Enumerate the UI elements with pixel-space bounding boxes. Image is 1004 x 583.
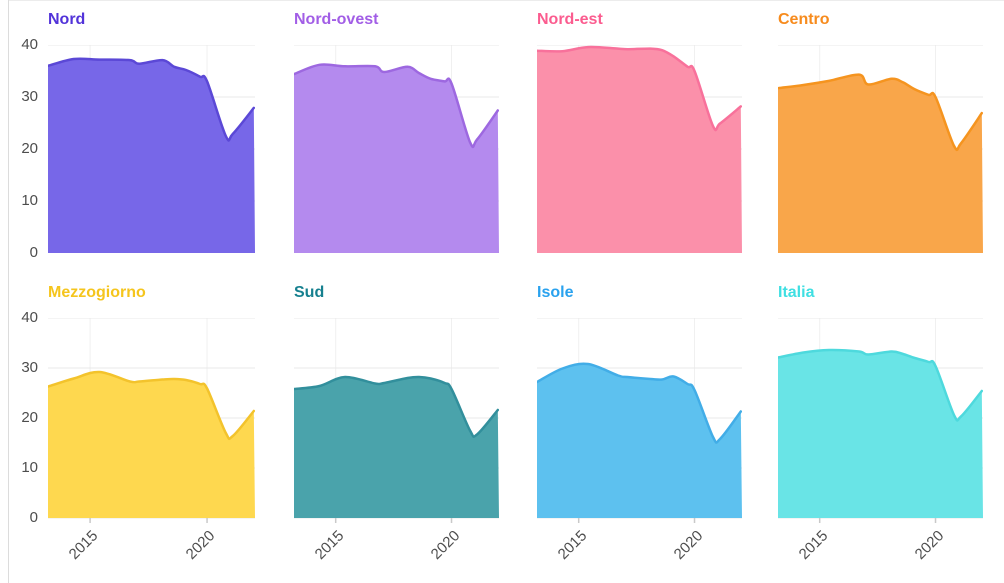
area-chart-nord bbox=[48, 45, 255, 253]
area-chart-centro bbox=[778, 45, 983, 253]
area-fill bbox=[778, 349, 983, 518]
y-axis-label: 20 bbox=[21, 409, 38, 426]
area-line bbox=[294, 375, 499, 438]
area-chart-isole bbox=[537, 318, 742, 523]
panel-title-sud: Sud bbox=[294, 284, 325, 301]
y-axis-label: 30 bbox=[21, 88, 38, 105]
panel-title-nord-ovest: Nord-ovest bbox=[294, 11, 379, 28]
area-chart-nord-est bbox=[537, 45, 742, 253]
panel-title-centro: Centro bbox=[778, 11, 830, 28]
y-axis-label: 0 bbox=[29, 244, 38, 261]
y-axis-label: 0 bbox=[29, 509, 38, 526]
area-line bbox=[778, 73, 983, 152]
x-axis-label: 2015 bbox=[795, 527, 832, 563]
x-axis-label: 2015 bbox=[554, 527, 591, 563]
page-left-border bbox=[8, 0, 9, 583]
panel-title-mezzogiorno: Mezzogiorno bbox=[48, 284, 146, 301]
y-axis-label: 20 bbox=[21, 140, 38, 157]
y-axis-label: 30 bbox=[21, 359, 38, 376]
x-axis-label: 2020 bbox=[911, 527, 947, 563]
page-top-border bbox=[8, 0, 1004, 1]
area-chart-mezzogiorno bbox=[48, 318, 255, 523]
area-fill bbox=[48, 371, 255, 518]
area-line bbox=[537, 45, 742, 132]
area-line bbox=[537, 362, 742, 444]
area-fill bbox=[778, 74, 983, 253]
y-axis-label: 10 bbox=[21, 459, 38, 476]
x-axis-label: 2015 bbox=[65, 527, 102, 563]
x-axis-label: 2015 bbox=[311, 527, 348, 563]
panel-title-nord: Nord bbox=[48, 11, 86, 28]
area-chart-nord-ovest bbox=[294, 45, 499, 253]
area-fill bbox=[294, 64, 499, 253]
area-line bbox=[48, 57, 255, 142]
area-line bbox=[294, 63, 499, 149]
x-axis-label: 2020 bbox=[182, 527, 219, 563]
x-axis-label: 2020 bbox=[427, 527, 463, 563]
x-axis-label: 2020 bbox=[670, 527, 706, 563]
y-axis-label: 10 bbox=[21, 192, 38, 209]
panel-title-italia: Italia bbox=[778, 284, 815, 301]
y-axis-label: 40 bbox=[21, 36, 38, 53]
area-chart-italia bbox=[778, 318, 983, 523]
panel-title-isole: Isole bbox=[537, 284, 574, 301]
area-fill bbox=[294, 376, 499, 518]
area-line bbox=[48, 370, 255, 441]
panel-title-nord-est: Nord-est bbox=[537, 11, 603, 28]
area-fill bbox=[48, 58, 255, 253]
area-line bbox=[778, 348, 983, 422]
y-axis-label: 40 bbox=[21, 309, 38, 326]
area-fill bbox=[537, 363, 742, 518]
area-fill bbox=[537, 47, 742, 253]
area-chart-sud bbox=[294, 318, 499, 523]
